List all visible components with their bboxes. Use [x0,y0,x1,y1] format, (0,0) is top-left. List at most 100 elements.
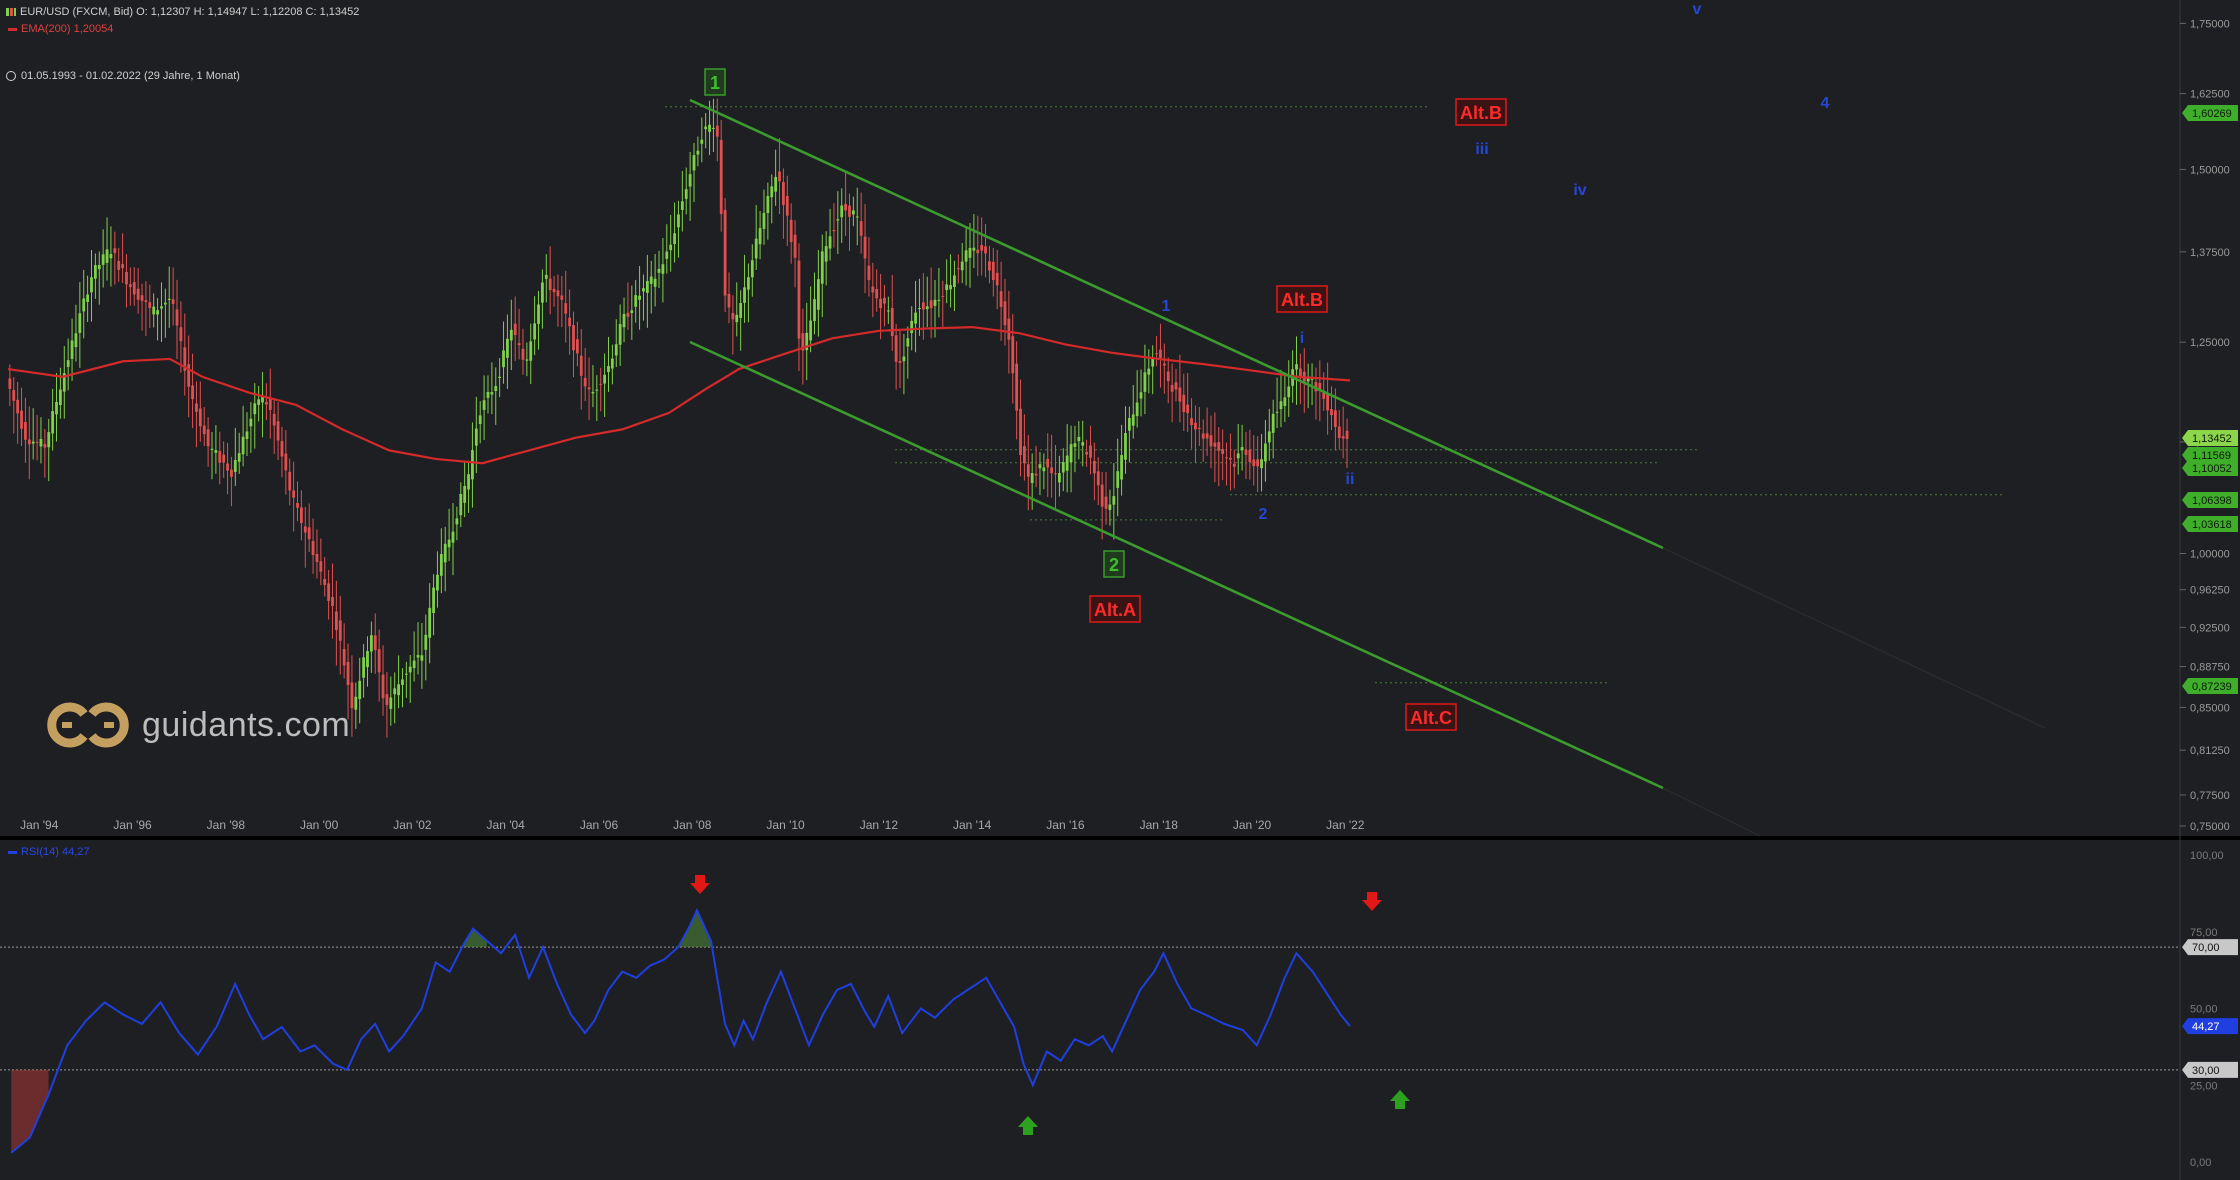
alt-wave-label: Alt.A [1094,600,1136,620]
candle-body [906,338,910,347]
price-tag [2182,460,2238,476]
buy-arrow-icon [1390,1090,1410,1109]
candle-body [816,279,820,310]
candle-body [198,408,202,427]
period-info: 01.05.1993 - 01.02.2022 (29 Jahre, 1 Mon… [6,70,240,82]
candle-body [486,391,490,398]
candle-body [673,233,676,244]
candle-body [1287,386,1291,398]
candle-body [78,313,82,333]
candle-body [1178,387,1182,402]
candle-body [284,453,288,471]
x-tick-label: Jan '22 [1326,818,1365,832]
candle-body [1283,397,1287,406]
candle-body [793,234,797,258]
candle-body [754,238,758,259]
candle-body [8,378,12,389]
candle-body [789,219,793,243]
candle-body [1143,372,1147,392]
price-tag [2182,105,2238,121]
candle-body [1077,436,1081,442]
y-tick-label: 0,75000 [2190,821,2230,833]
candle-body [474,428,478,446]
x-tick-label: Jan '96 [113,818,152,832]
candle-body [1209,435,1213,447]
x-tick-label: Jan '12 [860,818,899,832]
candle-body [564,303,568,314]
candle-body [237,453,241,462]
candle-body [416,655,420,658]
alt-wave-box [1089,595,1141,623]
candle-body [541,282,544,303]
candle-body [1139,392,1143,399]
candle-body [863,236,867,259]
candle-body [358,680,362,700]
candle-body [1201,433,1205,439]
candle-body [1015,363,1019,411]
candle-body [160,306,163,309]
candle-body [12,390,16,401]
candle-body [31,441,35,444]
candle-body [1213,442,1217,447]
candle-body [354,696,358,710]
candle-body [276,421,280,441]
ema-legend[interactable]: EMA(200) 1,20054 [8,23,113,35]
price-tag [2182,516,2238,532]
candle-body [1089,445,1092,458]
candle-body [300,507,303,524]
candle-body [1260,459,1263,469]
ema-line[interactable] [7,325,1351,465]
rsi-current-tag-label: 44,27 [2192,1021,2220,1033]
candle-body [1275,411,1279,413]
candle-body [921,302,925,310]
candle-body [1003,301,1007,326]
candle-body [389,697,393,709]
y-tick-label: 1,62500 [2190,89,2230,101]
candle-body [774,176,778,192]
price-tag-label: 1,11569 [2192,450,2231,462]
candle-body [809,320,813,341]
candle-body [980,244,984,251]
candle-body [1019,408,1022,456]
candle-body [1314,381,1318,392]
candle-body [222,454,226,463]
candle-body [995,272,999,286]
candle-body [350,682,354,709]
rsi-y-tick-label: 25,00 [2190,1080,2218,1092]
wave-count-label: v [1693,1,1702,18]
wave-label-box [1103,550,1125,578]
candle-body [556,290,560,297]
candle-body [583,377,587,387]
candle-body [731,312,735,320]
candle-body [801,333,805,351]
candle-body [770,186,774,198]
candle-body [1131,414,1135,426]
channel-upper[interactable] [689,98,1664,550]
candle-body [1147,368,1151,375]
candle-body [999,291,1003,307]
rsi-legend[interactable]: RSI(14) 44,27 [8,846,89,858]
candle-body [447,539,451,548]
x-tick-label: Jan '10 [766,818,805,832]
clock-icon [6,71,16,82]
alt-wave-box [1405,703,1457,731]
y-tick-label: 0,77500 [2190,790,2230,802]
candle-body [762,212,766,229]
price-tag-label: 1,60269 [2192,108,2232,120]
candle-body [288,471,292,491]
candle-body [1155,353,1158,355]
wave-count-label: i [1300,330,1304,347]
candle-body [579,355,583,376]
candle-body [1127,418,1131,431]
rsi-line[interactable] [10,907,1351,1154]
candle-body [836,219,840,221]
channel-lower[interactable] [689,340,1664,790]
candle-body [758,228,762,245]
price-tag-label: 0,87239 [2192,681,2232,693]
x-tick-label: Jan '20 [1233,818,1272,832]
candle-body [156,310,159,315]
candle-body [743,287,746,303]
candle-body [949,285,952,290]
candle-body [202,425,206,435]
